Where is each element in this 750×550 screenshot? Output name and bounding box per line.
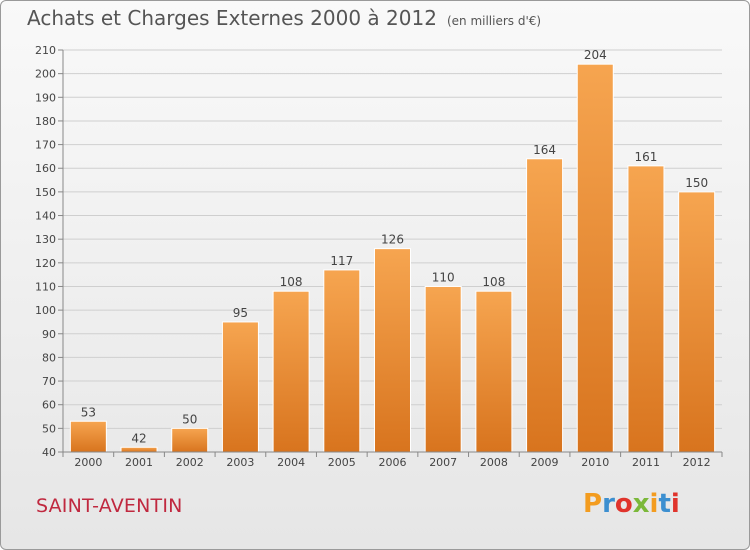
bar-value-label: 108 (280, 275, 303, 289)
bar-value-label: 50 (182, 412, 197, 426)
y-tick-label: 140 (35, 210, 56, 223)
bar (627, 165, 665, 453)
bar (678, 191, 716, 453)
x-tick-label: 2006 (379, 456, 407, 469)
y-tick-label: 110 (35, 280, 56, 293)
x-tick-label: 2012 (683, 456, 711, 469)
x-tick-label: 2008 (480, 456, 508, 469)
y-tick-label: 190 (35, 91, 56, 104)
x-tick-label: 2004 (277, 456, 305, 469)
logo-letter: i (670, 489, 680, 519)
y-tick-label: 150 (35, 186, 56, 199)
chart-title-text: Achats et Charges Externes 2000 à 2012 (27, 6, 437, 30)
bar (272, 290, 310, 453)
bar-value-label: 204 (584, 48, 607, 62)
y-tick-label: 120 (35, 257, 56, 270)
bar-value-label: 150 (685, 176, 708, 190)
y-tick-label: 180 (35, 115, 56, 128)
logo-letter: o (614, 489, 633, 519)
x-tick-label: 2010 (581, 456, 609, 469)
logo-letter: x (632, 489, 650, 519)
y-tick-label: 60 (42, 399, 56, 412)
bar (171, 427, 209, 453)
logo-letter: P (583, 489, 603, 519)
bar-value-label: 108 (482, 275, 505, 289)
bar-value-label: 117 (330, 254, 353, 268)
bar-value-label: 95 (233, 306, 248, 320)
y-tick-label: 80 (42, 351, 56, 364)
bar-value-label: 164 (533, 143, 556, 157)
bar (374, 248, 411, 453)
y-tick-label: 70 (42, 375, 56, 388)
y-tick-label: 160 (35, 162, 56, 175)
logo-letter: r (602, 489, 615, 519)
y-tick-label: 130 (35, 233, 56, 246)
bar-value-label: 53 (81, 405, 96, 419)
x-tick-label: 2001 (125, 456, 153, 469)
x-tick-label: 2011 (632, 456, 660, 469)
x-tick-label: 2003 (226, 456, 254, 469)
y-tick-label: 210 (35, 44, 56, 57)
y-tick-label: 50 (42, 422, 56, 435)
y-tick-label: 40 (42, 446, 56, 459)
y-tick-label: 100 (35, 304, 56, 317)
bar-value-label: 126 (381, 233, 404, 247)
y-tick-label: 90 (42, 328, 56, 341)
bar (424, 285, 462, 453)
chart-title: Achats et Charges Externes 2000 à 2012 (e… (27, 6, 541, 30)
y-tick-label: 200 (35, 68, 56, 81)
logo-letter: t (658, 489, 671, 519)
bar (576, 63, 614, 453)
logo-letter: i (649, 489, 659, 519)
commune-name: SAINT-AVENTIN (36, 495, 183, 517)
bar (526, 158, 564, 453)
bar (69, 420, 107, 453)
proxiti-logo: Proxiti (583, 489, 680, 519)
bar-value-label: 110 (432, 270, 455, 284)
x-tick-label: 2009 (531, 456, 559, 469)
x-tick-label: 2000 (74, 456, 102, 469)
x-tick-label: 2007 (429, 456, 457, 469)
chart-unit: (en milliers d'€) (446, 14, 542, 28)
bar (120, 446, 158, 453)
bar-value-label: 42 (131, 431, 146, 445)
bar (475, 290, 513, 453)
x-tick-label: 2002 (176, 456, 204, 469)
bar (221, 321, 259, 453)
bar-value-label: 161 (635, 150, 658, 164)
x-tick-label: 2005 (328, 456, 356, 469)
bar (323, 269, 361, 453)
y-tick-label: 170 (35, 139, 56, 152)
